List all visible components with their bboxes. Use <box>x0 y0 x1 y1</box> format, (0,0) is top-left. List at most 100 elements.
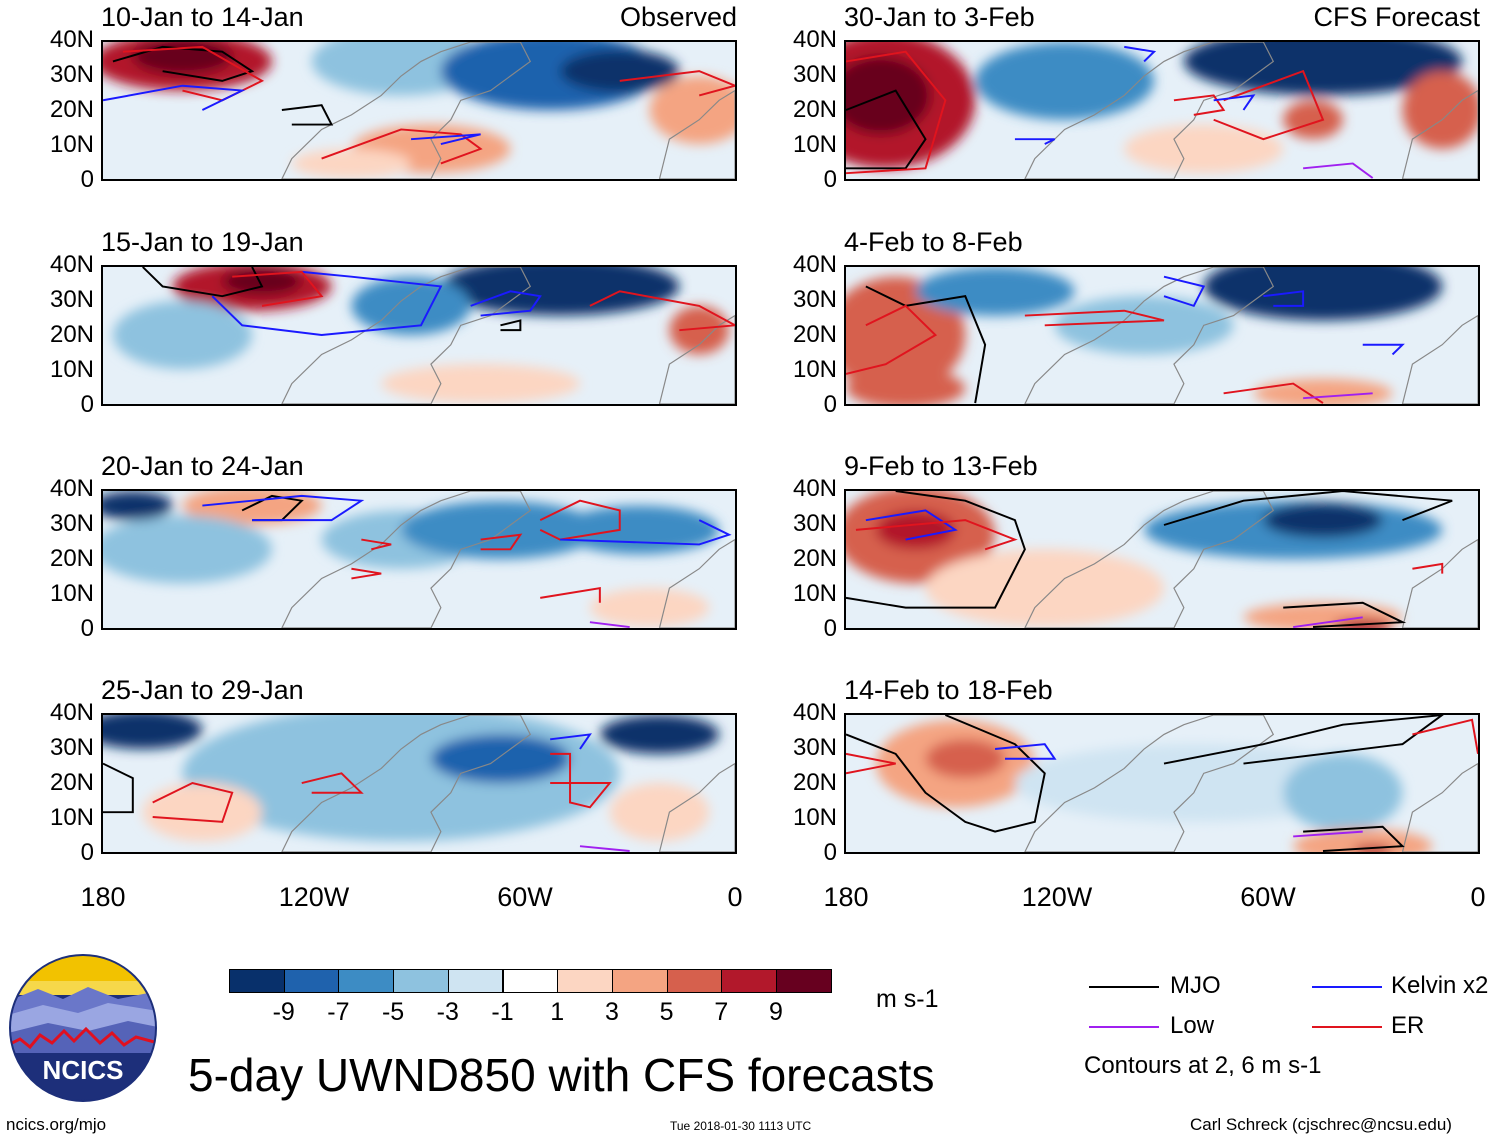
coastline <box>281 267 735 404</box>
wind-anomaly-blob <box>142 783 262 842</box>
lat-label: 20N <box>792 321 837 348</box>
colorbar-segment <box>721 969 777 993</box>
legend-label-low: Low <box>1170 1012 1215 1039</box>
wind-anomaly-blob <box>440 267 680 316</box>
lat-label: 40N <box>49 699 94 726</box>
er-contour <box>589 290 735 332</box>
legend-swatch-low <box>1089 1026 1159 1028</box>
wind-anomaly-blob <box>1124 124 1284 174</box>
wind-anomaly-blob <box>846 369 966 404</box>
colorbar-segment <box>338 969 395 993</box>
lat-label: 40N <box>792 475 837 502</box>
colorbar-tick: 9 <box>769 998 783 1026</box>
legend-note: Contours at 2, 6 m s-1 <box>1084 1052 1322 1079</box>
colorbar-segment <box>776 969 832 993</box>
kelvin-contour <box>1263 290 1305 307</box>
wind-anomaly-blob <box>925 549 1164 628</box>
er-contour <box>361 538 392 551</box>
lat-label: 20N <box>792 545 837 572</box>
wind-anomaly-blob <box>1293 267 1433 311</box>
panel-tag: CFS Forecast <box>1313 2 1480 32</box>
legend-label-er: ER <box>1391 1012 1425 1039</box>
mjo-contour <box>846 89 927 170</box>
er-contour <box>855 519 1018 551</box>
legend-label-kelvin: Kelvin x2 <box>1391 972 1489 999</box>
map-panel <box>844 713 1480 854</box>
kelvin-contour <box>1163 275 1206 308</box>
wind-anomaly-blob <box>1054 296 1234 355</box>
mjo-contour <box>281 104 334 126</box>
lat-label: 0 <box>823 615 837 642</box>
wind-anomaly-blob <box>975 42 1155 120</box>
lat-label: 40N <box>792 699 837 726</box>
mjo-contour <box>500 319 522 332</box>
lat-label: 0 <box>823 166 837 193</box>
legend-swatch-er <box>1312 1026 1382 1028</box>
wind-anomaly-blob <box>103 491 173 521</box>
map-panel <box>844 265 1480 406</box>
panel-tag: Observed <box>619 2 737 32</box>
wind-anomaly-blob <box>222 267 302 296</box>
panel-title: 9-Feb to 13-Feb <box>844 451 1038 481</box>
low-contour <box>589 621 630 628</box>
colorbar-segment <box>557 969 613 993</box>
er-contour <box>1024 309 1165 327</box>
wind-anomaly-blob <box>875 510 956 550</box>
wind-anomaly-blob <box>1263 502 1383 538</box>
coastline <box>1024 42 1478 179</box>
wind-anomaly-blob <box>1283 753 1403 832</box>
colorbar-tick: 1 <box>550 998 565 1026</box>
lat-label: 30N <box>792 510 837 537</box>
wind-anomaly-blob <box>669 305 730 355</box>
coastline <box>281 42 735 179</box>
wind-anomaly-blob <box>1193 42 1353 83</box>
er-contour <box>550 752 612 809</box>
wind-anomaly-blob <box>430 734 571 784</box>
colorbar-tick: 7 <box>714 998 729 1026</box>
wind-anomaly-blob <box>381 364 580 404</box>
low-contour <box>1303 162 1374 179</box>
lon-label: 180 <box>80 882 126 912</box>
er-contour <box>1412 718 1478 755</box>
legend-swatch-kelvin <box>1312 986 1382 988</box>
kelvin-contour <box>1362 343 1405 356</box>
wind-anomaly-blob <box>1283 100 1343 140</box>
mjo-contour <box>1283 601 1407 628</box>
panel-title: 25-Jan to 29-Jan <box>101 675 304 705</box>
low-contour <box>1293 830 1363 838</box>
lon-label: 180 <box>823 882 869 912</box>
lat-label: 0 <box>80 839 94 866</box>
er-contour <box>539 499 621 541</box>
footer-timestamp: Tue 2018-01-30 1113 UTC <box>670 1119 812 1133</box>
coastline <box>1024 715 1478 852</box>
logo-text: NCICS <box>43 1055 124 1085</box>
lon-label: 0 <box>727 882 743 912</box>
lat-label: 0 <box>823 839 837 866</box>
mjo-contour <box>142 267 264 298</box>
kelvin-contour <box>410 133 481 145</box>
mjo-contour <box>1163 715 1444 765</box>
lat-label: 0 <box>80 615 94 642</box>
colorbar-tick: 3 <box>604 998 619 1026</box>
colorbar-segment <box>393 969 449 993</box>
lat-label: 30N <box>49 61 94 88</box>
lat-label: 30N <box>49 510 94 537</box>
mjo-contour <box>865 285 987 404</box>
lat-label: 10N <box>792 131 837 158</box>
er-contour <box>1412 562 1444 574</box>
er-contour <box>480 533 523 551</box>
wind-anomaly-blob <box>1014 744 1373 822</box>
er-contour <box>846 50 947 175</box>
wind-anomaly-blob <box>291 148 412 179</box>
lat-label: 40N <box>49 251 94 278</box>
lat-label: 0 <box>823 391 837 418</box>
lat-label: 10N <box>49 356 94 383</box>
map-panel <box>101 713 737 854</box>
lat-label: 10N <box>792 356 837 383</box>
er-contour <box>846 304 938 375</box>
kelvin-contour <box>211 270 443 336</box>
mjo-contour <box>846 491 1026 609</box>
coastline <box>1024 267 1478 404</box>
wind-anomaly-blob <box>846 56 931 135</box>
lon-label: 60W <box>497 882 553 912</box>
